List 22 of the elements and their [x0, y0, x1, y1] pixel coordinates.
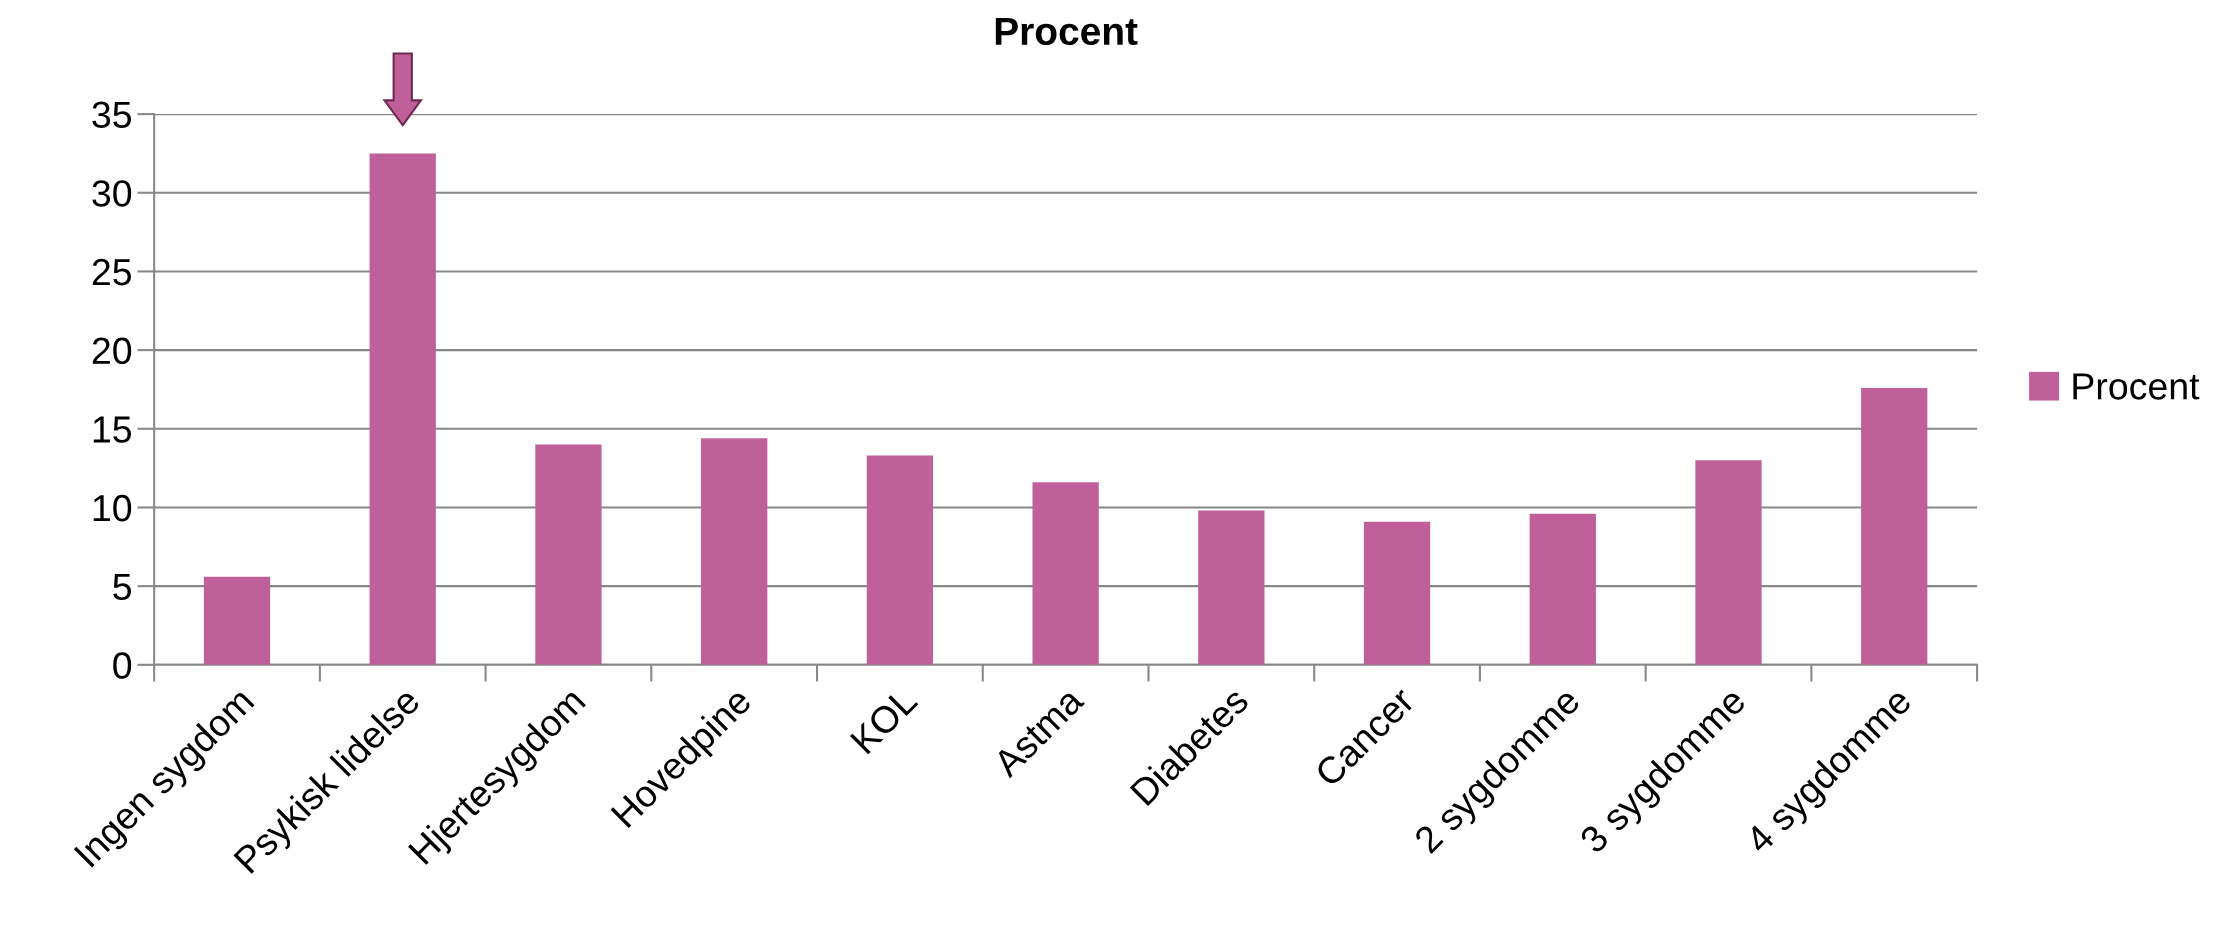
bar: [1695, 460, 1762, 665]
y-tick-label: 20: [92, 337, 132, 365]
bar: [1198, 510, 1265, 665]
bar: [535, 444, 602, 665]
bar: [1529, 513, 1596, 665]
chart-title: Procent: [995, 17, 1138, 46]
x-tick-label: KOL: [849, 685, 919, 755]
bar: [1363, 521, 1431, 665]
bar: [369, 153, 436, 665]
y-tick-label: 0: [113, 652, 132, 679]
y-tick-label: 35: [92, 101, 132, 129]
y-tick-label: 15: [93, 416, 132, 443]
y-tick-label: 30: [92, 180, 132, 207]
y-tick-label: 5: [113, 573, 132, 601]
y-tick-label: 25: [92, 258, 132, 286]
legend-label: Procent: [2073, 373, 2200, 400]
bar: [203, 576, 271, 665]
bar: [866, 455, 934, 665]
y-tick-label: 10: [93, 494, 132, 522]
bar: [701, 438, 768, 665]
bar: [1032, 482, 1099, 665]
bar: [1861, 387, 1928, 665]
